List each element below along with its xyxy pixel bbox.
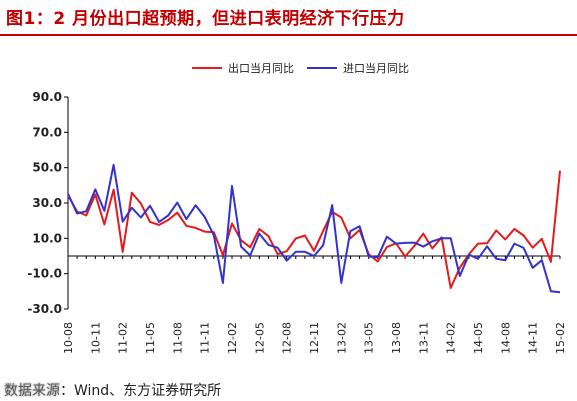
x-tick-label: 12-05	[253, 322, 266, 354]
y-tick-label: 30.0	[32, 196, 62, 210]
x-tick-label: 14-11	[527, 322, 540, 354]
x-tick-label: 15-02	[554, 322, 567, 354]
legend-swatch-import	[307, 67, 337, 69]
import-series-line	[67, 163, 561, 294]
x-tick-label: 13-02	[335, 322, 348, 354]
y-tick-label: 90.0	[32, 90, 62, 104]
legend-item-export: 出口当月同比	[192, 60, 294, 76]
x-tick-label: 10-11	[89, 322, 102, 354]
x-tick-label: 13-05	[363, 322, 376, 354]
x-tick-label: 13-11	[417, 322, 430, 354]
y-tick-label: 70.0	[32, 125, 62, 139]
x-tick-label: 12-02	[226, 322, 239, 354]
x-tick-label: 14-05	[472, 322, 485, 354]
legend-label-export: 出口当月同比	[228, 62, 294, 75]
x-tick-label: 12-11	[308, 322, 321, 354]
y-tick-label: -10.0	[27, 267, 62, 281]
x-tick-label: 11-05	[144, 322, 157, 354]
chart-title: 图1：2 月份出口超预期，但进口表明经济下行压力	[6, 9, 405, 29]
source-label: 数据来源	[4, 383, 60, 399]
x-tick-label: 11-11	[199, 322, 212, 354]
source-note: 数据来源：Wind、东方证券研究所	[4, 380, 221, 400]
y-tick-label: -30.0	[27, 302, 62, 316]
y-tick-label: 50.0	[32, 161, 62, 175]
legend-item-import: 进口当月同比	[307, 60, 409, 76]
x-tick-label: 12-08	[281, 322, 294, 354]
export-series-line	[67, 170, 561, 289]
legend-swatch-export	[192, 67, 222, 69]
legend-label-import: 进口当月同比	[343, 62, 409, 75]
x-tick-label: 14-02	[445, 322, 458, 354]
x-tick-label: 14-08	[499, 322, 512, 354]
x-tick-label: 10-08	[62, 322, 75, 354]
x-tick-label: 13-08	[390, 322, 403, 354]
x-tick-label: 11-08	[171, 322, 184, 354]
source-text: ：Wind、东方证券研究所	[60, 383, 222, 399]
x-tick-label: 11-02	[117, 322, 130, 354]
y-tick-label: 10.0	[32, 231, 62, 245]
title-divider	[0, 34, 577, 36]
chart-legend: 出口当月同比 进口当月同比	[0, 60, 577, 80]
